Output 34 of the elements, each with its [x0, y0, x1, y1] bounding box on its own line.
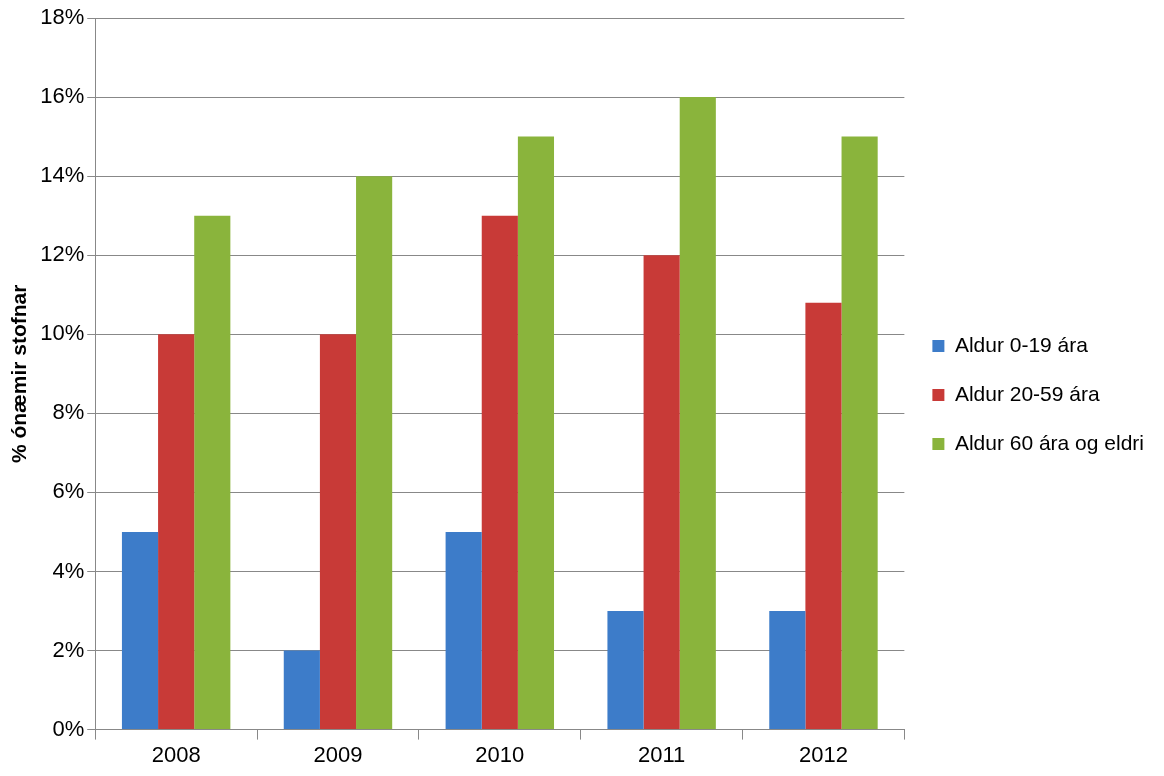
bar [445, 531, 482, 730]
y-tick-label: 6% [52, 478, 85, 504]
bar [841, 136, 878, 730]
x-tick-label: 2009 [313, 741, 363, 767]
bar [356, 176, 393, 730]
bar [158, 334, 195, 730]
y-tick-label: 14% [40, 162, 85, 188]
legend-label: Aldur 20-59 ára [954, 381, 1100, 405]
bar [679, 97, 716, 730]
bar [121, 531, 159, 730]
y-tick-label: 10% [40, 320, 85, 346]
bar [319, 334, 357, 730]
bar [643, 255, 680, 730]
y-tick-label: 4% [52, 557, 85, 583]
y-tick-label: 2% [52, 636, 85, 662]
bar [194, 215, 231, 730]
y-tick-label: 0% [52, 715, 85, 741]
y-tick-label: 8% [52, 399, 85, 425]
x-tick-label: 2008 [151, 741, 201, 767]
bar [769, 611, 806, 730]
bar [481, 215, 518, 730]
y-tick-label: 12% [40, 241, 85, 267]
y-axis-title: % ónæmir stofnar [7, 284, 31, 464]
bar [517, 136, 555, 730]
x-tick-label: 2010 [475, 741, 525, 767]
x-tick-label: 2011 [637, 741, 686, 767]
bar [283, 650, 320, 730]
x-tick-label: 2012 [799, 741, 848, 767]
y-tick-label: 18% [40, 4, 85, 30]
y-tick-label: 16% [40, 83, 85, 109]
legend-label: Aldur 0-19 ára [954, 332, 1089, 356]
legend-label: Aldur 60 ára og eldri [954, 430, 1145, 454]
bar [607, 611, 644, 730]
bar [805, 302, 842, 730]
